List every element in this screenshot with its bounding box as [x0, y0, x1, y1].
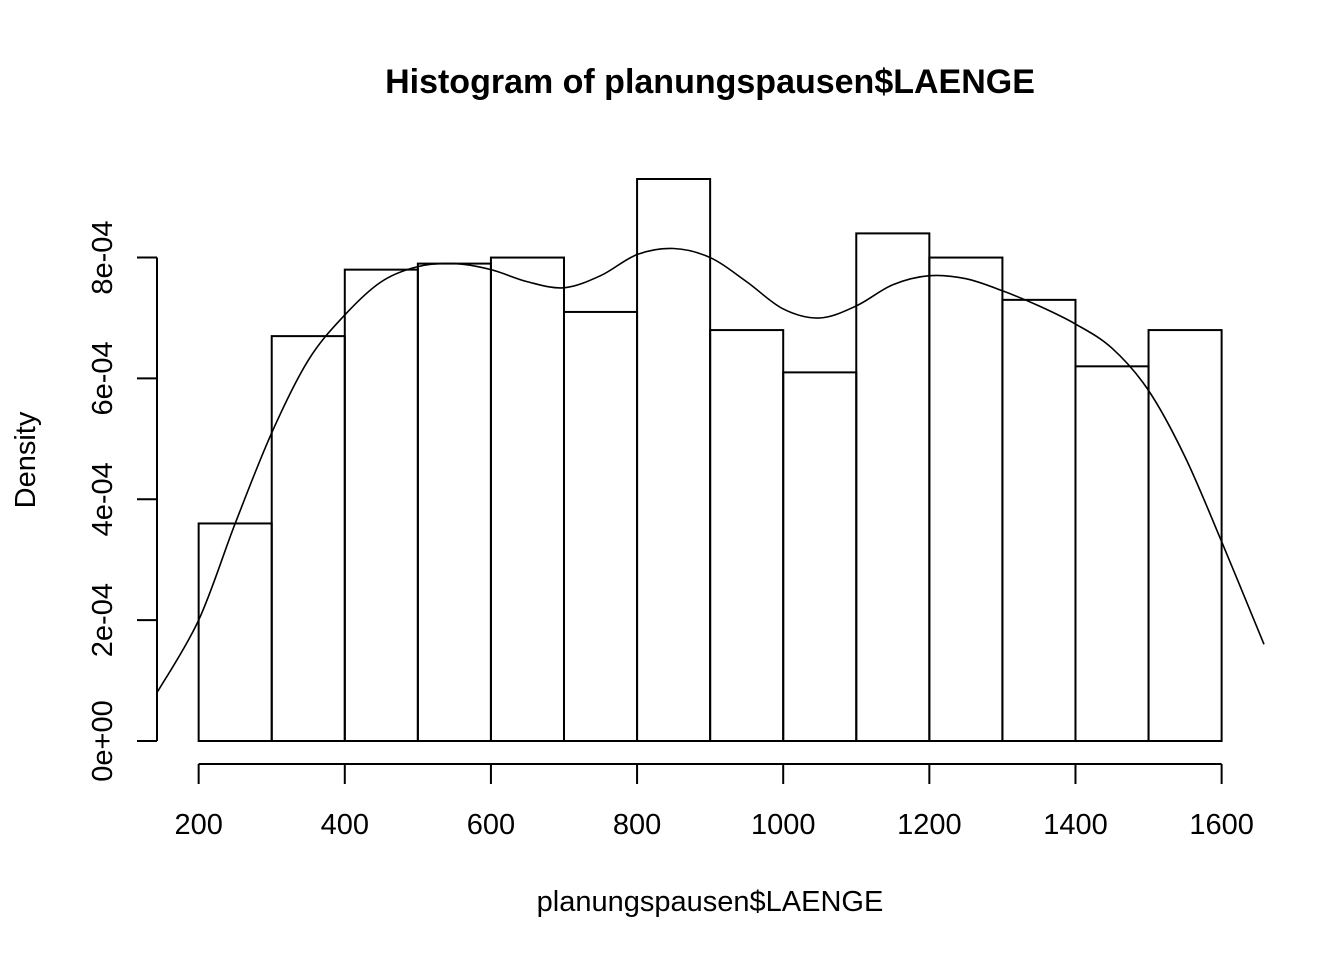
y-tick-label: 2e-04 — [87, 583, 119, 657]
x-tick-label: 400 — [321, 809, 369, 841]
x-tick-label: 200 — [174, 809, 222, 841]
histogram-bar-5 — [562, 310, 639, 742]
histogram-bar-8 — [782, 371, 858, 742]
x-tick-label: 1200 — [897, 809, 962, 841]
y-tick-label: 8e-04 — [87, 220, 119, 294]
histogram-bar-1 — [270, 335, 346, 742]
histogram-bar-6 — [636, 178, 712, 742]
histogram-bar-2 — [343, 268, 419, 742]
histogram-bar-13 — [1147, 329, 1223, 742]
x-tick-label: 600 — [467, 809, 515, 841]
chart-title: Histogram of planungspausen$LAENGE — [385, 63, 1035, 101]
y-axis-label: Density — [10, 411, 42, 508]
histogram-bar-9 — [855, 232, 931, 743]
x-axis: 200 400 600 800 1000 1200 1400 1600 — [174, 763, 1254, 841]
histogram-bar-10 — [928, 256, 1004, 742]
density-curve — [156, 247, 1265, 694]
y-axis: 0e+00 2e-04 4e-04 6e-04 8e-04 — [87, 220, 158, 782]
x-tick-label: 800 — [613, 809, 661, 841]
histogram-bar-0 — [197, 522, 273, 742]
x-tick-label: 1400 — [1043, 809, 1108, 841]
histogram-bars — [197, 178, 1223, 743]
histogram-bar-7 — [709, 329, 785, 742]
y-tick-label: 0e+00 — [87, 700, 119, 781]
x-axis-label: planungspausen$LAENGE — [537, 886, 884, 918]
x-tick-label: 1000 — [751, 809, 816, 841]
histogram-bar-11 — [1001, 298, 1077, 742]
histogram-bar-3 — [416, 262, 492, 742]
histogram-bar-4 — [489, 256, 565, 742]
histogram-bar-12 — [1074, 365, 1150, 742]
y-tick-label: 6e-04 — [87, 341, 119, 415]
y-tick-label: 4e-04 — [87, 462, 119, 536]
x-tick-label: 1600 — [1189, 809, 1254, 841]
